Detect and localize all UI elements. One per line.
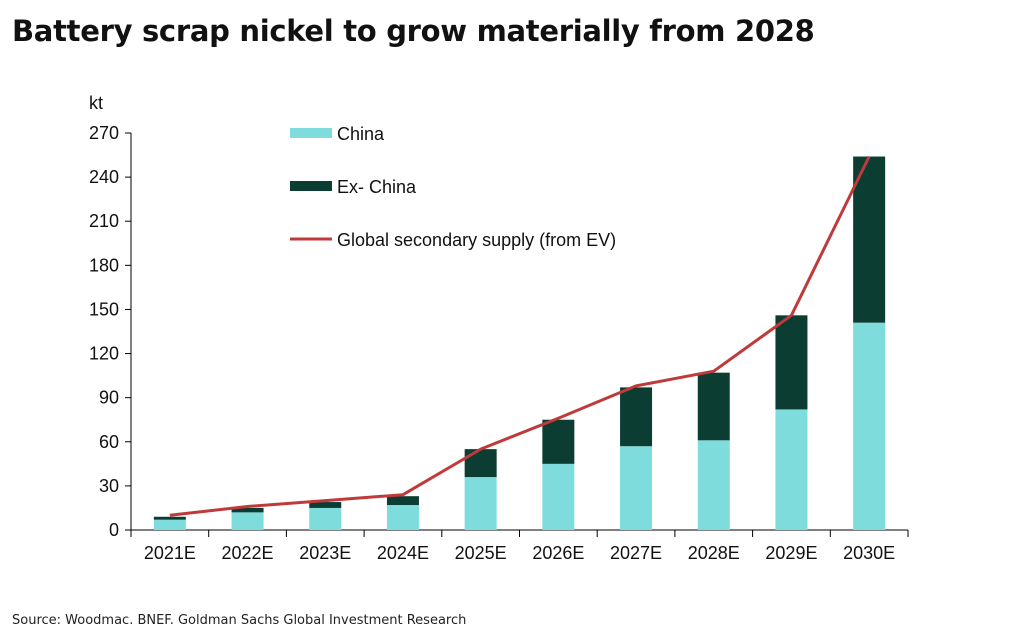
x-axis: 2021E 2022E 2023E 2024E 2025E 2026E 2027E 2028E…	[130, 529, 909, 563]
bar-china	[542, 463, 575, 530]
bar-china	[231, 512, 264, 530]
bar-china	[386, 505, 419, 530]
x-tick-label: 2021E	[144, 543, 196, 563]
bar-ex-china	[309, 502, 342, 508]
bar-ex-china	[386, 496, 419, 506]
legend-swatch-ex-china	[290, 181, 332, 191]
bar-ex-china	[542, 419, 575, 464]
bar-china	[775, 409, 808, 530]
legend: China Ex- China Global secondary supply …	[290, 124, 616, 250]
legend-swatch-china	[290, 128, 332, 138]
y-tick-label: 150	[89, 299, 119, 319]
y-axis-unit-label: kt	[89, 93, 103, 113]
y-tick-label: 210	[89, 211, 119, 231]
y-tick-label: 30	[99, 476, 119, 496]
chart-title: Battery scrap nickel to grow materially …	[12, 14, 815, 48]
bar-ex-china	[153, 516, 186, 520]
x-tick-label: 2024E	[377, 543, 429, 563]
bar-ex-china	[231, 507, 264, 513]
x-tick-label: 2030E	[843, 543, 895, 563]
y-tick-label: 240	[89, 167, 119, 187]
x-tick-label: 2028E	[688, 543, 740, 563]
x-tick-label: 2025E	[455, 543, 507, 563]
bar-ex-china	[697, 372, 730, 441]
x-tick-label: 2027E	[610, 543, 662, 563]
bar-ex-china	[853, 156, 886, 323]
x-tick-label: 2026E	[532, 543, 584, 563]
legend-label-global-supply: Global secondary supply (from EV)	[337, 230, 616, 250]
bar-ex-china	[620, 387, 653, 447]
legend-label-china: China	[337, 124, 385, 144]
legend-label-ex-china: Ex- China	[337, 177, 417, 197]
x-tick-label: 2022E	[222, 543, 274, 563]
line-global-secondary-supply	[169, 155, 871, 517]
x-tick-label: 2029E	[765, 543, 817, 563]
x-tick-label: 2023E	[299, 543, 351, 563]
y-tick-label: 0	[109, 520, 119, 540]
bar-ex-china	[464, 449, 497, 478]
y-axis: 0 30 60 90 120 150 180 210 240 270	[89, 123, 132, 540]
bar-ex-china	[775, 315, 808, 410]
bar-china	[853, 322, 886, 530]
bar-china	[464, 477, 497, 530]
source-note: Source: Woodmac. BNEF. Goldman Sachs Glo…	[12, 613, 467, 628]
y-tick-label: 90	[99, 388, 119, 408]
bar-china	[153, 519, 186, 530]
y-tick-label: 120	[89, 344, 119, 364]
y-tick-label: 60	[99, 432, 119, 452]
bar-china	[697, 440, 730, 530]
y-tick-label: 270	[89, 123, 119, 143]
bars	[153, 156, 886, 530]
bar-china	[309, 507, 342, 530]
bar-china	[620, 446, 653, 530]
supply-line	[169, 155, 871, 517]
y-tick-label: 180	[89, 255, 119, 275]
